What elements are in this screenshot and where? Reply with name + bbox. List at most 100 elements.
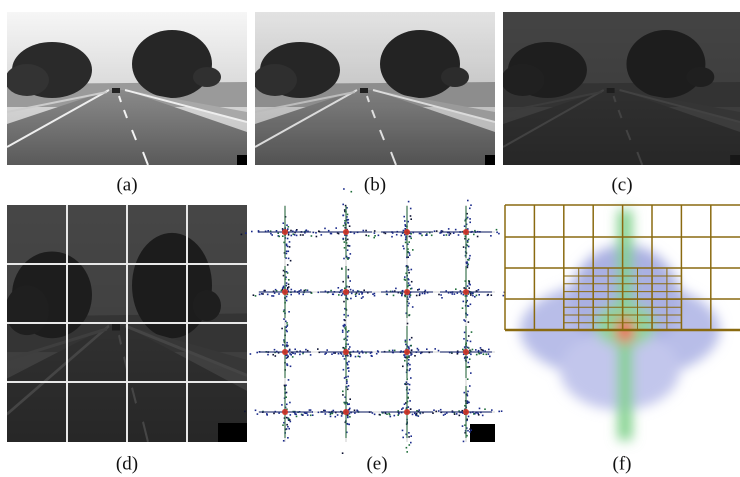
dot: [342, 281, 344, 283]
dot: [286, 296, 288, 298]
dot: [393, 295, 395, 297]
dot: [501, 410, 503, 412]
dot: [342, 204, 344, 206]
dot: [396, 234, 398, 236]
dot: [287, 246, 289, 248]
dot: [406, 447, 408, 449]
dot: [410, 435, 412, 437]
dot: [302, 234, 304, 236]
dot: [420, 233, 422, 235]
dot: [424, 293, 426, 295]
dot: [273, 295, 275, 297]
dot: [426, 348, 428, 350]
dot: [359, 356, 361, 358]
dot: [377, 350, 379, 352]
dot: [368, 235, 370, 237]
dot: [401, 408, 403, 410]
dot: [468, 416, 470, 418]
dot: [408, 241, 410, 243]
dot: [459, 415, 461, 417]
dot: [283, 222, 285, 224]
dot: [287, 228, 289, 230]
dot: [462, 425, 464, 427]
dot: [286, 244, 288, 246]
dot: [296, 235, 298, 237]
dot: [310, 354, 312, 356]
dot: [463, 246, 465, 248]
dot: [448, 234, 450, 236]
dot: [468, 335, 470, 337]
dot: [300, 234, 302, 236]
dot: [335, 416, 337, 418]
dot: [416, 295, 418, 297]
dot: [294, 234, 296, 236]
dot: [389, 350, 391, 352]
dot: [478, 414, 480, 416]
dot: [422, 293, 424, 295]
dot: [408, 282, 410, 284]
dot: [255, 295, 257, 297]
dot: [341, 353, 343, 355]
dot: [351, 293, 353, 295]
dot: [330, 290, 332, 292]
dot: [342, 355, 344, 357]
dot: [343, 314, 345, 316]
dot: [347, 275, 349, 277]
dot: [469, 428, 471, 430]
dot: [467, 217, 469, 219]
page: (a) (b) (c) (d) (e) (f) (() => { const d…: [0, 0, 740, 477]
dot: [290, 421, 292, 423]
caption: (b): [364, 174, 386, 195]
dot: [456, 413, 458, 415]
dot: [300, 289, 302, 291]
dot: [463, 287, 465, 289]
dot: [344, 247, 346, 249]
dot: [294, 413, 296, 415]
dot: [361, 293, 363, 295]
dot: [405, 279, 407, 281]
dot: [454, 413, 456, 415]
dot: [403, 248, 405, 250]
dot: [405, 242, 407, 244]
dot: [270, 233, 272, 235]
dot: [344, 241, 346, 243]
dot: [286, 342, 288, 344]
dot: [434, 348, 436, 350]
dot: [406, 451, 408, 453]
dot: [358, 356, 360, 358]
dot: [490, 235, 492, 237]
dot: [373, 237, 375, 239]
dot: [344, 358, 346, 360]
dot: [348, 348, 350, 350]
dot: [409, 389, 411, 391]
dot: [283, 440, 285, 442]
dot: [458, 234, 460, 236]
dot: [245, 232, 247, 234]
dot: [290, 354, 292, 356]
dot: [438, 294, 440, 296]
dot: [469, 283, 471, 285]
dot: [469, 431, 471, 433]
dot: [482, 349, 484, 351]
dot: [330, 233, 332, 235]
dot: [241, 234, 243, 236]
dot: [409, 368, 411, 370]
dot: [452, 293, 454, 295]
dot: [335, 227, 337, 229]
dot: [363, 230, 365, 232]
dot: [414, 355, 416, 357]
dot: [401, 235, 403, 237]
dot: [342, 330, 344, 332]
dot: [330, 414, 332, 416]
dot: [271, 295, 273, 297]
dot: [278, 293, 280, 295]
dot: [464, 225, 466, 227]
dot: [286, 271, 288, 273]
dot: [409, 370, 411, 372]
dot: [498, 233, 500, 235]
dot: [403, 216, 405, 218]
dot: [467, 200, 469, 202]
dot: [469, 366, 471, 368]
dot: [259, 294, 261, 296]
dot: [347, 376, 349, 378]
